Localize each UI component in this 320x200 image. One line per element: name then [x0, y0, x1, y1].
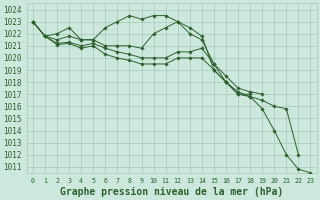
- X-axis label: Graphe pression niveau de la mer (hPa): Graphe pression niveau de la mer (hPa): [60, 186, 283, 197]
